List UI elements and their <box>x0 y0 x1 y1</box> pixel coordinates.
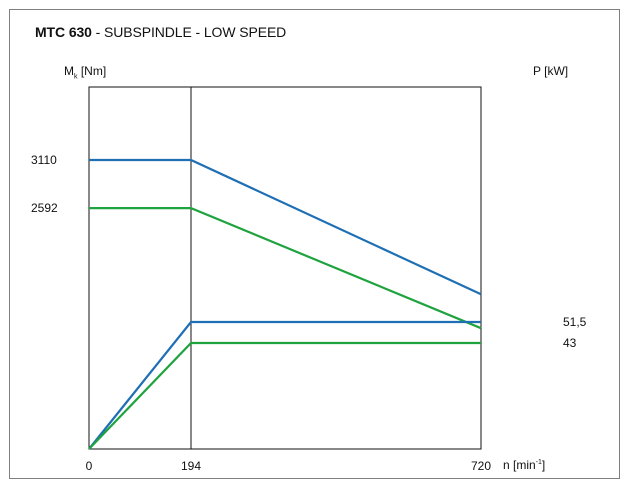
y-left-tick-label-3110: 3110 <box>31 153 57 167</box>
y-right-tick-label-51-5: 51,5 <box>563 315 587 329</box>
y-right-tick-label-43: 43 <box>563 336 577 350</box>
y-left-tick-label-2592: 2592 <box>31 201 58 215</box>
y-left-label-unit: [Nm] <box>80 64 107 78</box>
chart-frame <box>9 9 620 479</box>
y-left-axis-label: Mk [Nm] <box>64 64 106 80</box>
title-rest: - SUBSPINDLE - LOW SPEED <box>91 24 287 40</box>
title-model: MTC 630 <box>35 24 92 40</box>
torque-green-line <box>89 207 482 330</box>
chart-title: MTC 630 - SUBSPINDLE - LOW SPEED <box>35 24 286 40</box>
x-tick-label-0: 0 <box>86 459 93 473</box>
x-tick-label-194: 194 <box>181 459 201 473</box>
x-label-end: ] <box>541 458 546 472</box>
x-label-sup: -1 <box>535 459 542 466</box>
power-blue-line <box>88 320 481 450</box>
torque-blue-line <box>89 158 482 296</box>
y-right-axis-label: P [kW] <box>533 64 569 78</box>
x-label-main: n [min <box>503 458 536 472</box>
plot-area-border <box>88 86 482 450</box>
power-green-line <box>88 341 481 450</box>
x-tick-label-720: 720 <box>471 459 491 473</box>
y-left-label-sub: k <box>74 73 78 81</box>
y-left-label-main: M <box>64 64 74 78</box>
x-axis-label: n [min-1] <box>503 458 545 472</box>
